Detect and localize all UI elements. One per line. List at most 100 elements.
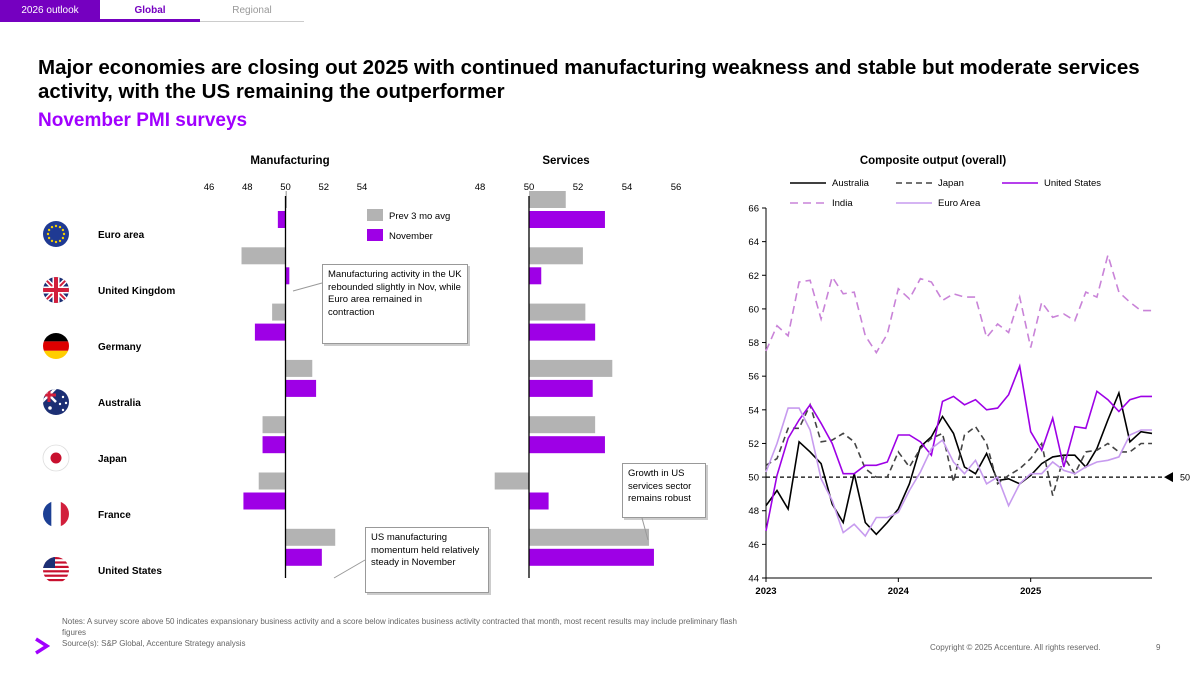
- manufacturing-bar-prev: [262, 416, 286, 434]
- notes-text: Notes: A survey score above 50 indicates…: [62, 617, 737, 637]
- y-tick-label: 52: [748, 439, 759, 450]
- manufacturing-tick-label: 50: [280, 182, 291, 193]
- manufacturing-tick-label: 48: [242, 182, 253, 193]
- legend-prev-swatch: [367, 209, 383, 221]
- manufacturing-bar-prev: [272, 303, 286, 321]
- legend-label: Australia: [832, 178, 870, 189]
- y-tick-label: 54: [748, 405, 759, 416]
- services-bar-november: [529, 492, 549, 510]
- country-label: Euro area: [98, 230, 145, 241]
- services-tick-label: 50: [524, 182, 535, 193]
- legend-label: Japan: [938, 178, 964, 189]
- legend-label: India: [832, 198, 853, 209]
- accenture-logo-icon: [35, 637, 50, 655]
- page-subtitle: November PMI surveys: [38, 110, 248, 131]
- services-bar-november: [529, 379, 593, 397]
- manufacturing-bar-november: [285, 267, 290, 285]
- services-tick-label: 52: [573, 182, 584, 193]
- legend-november-swatch: [367, 229, 383, 241]
- services-tick-label: 56: [671, 182, 682, 193]
- manufacturing-bar-prev: [285, 528, 336, 546]
- bar-charts: Manufacturing 46 48 50 52 54 Services 48 50 52 54 5…: [204, 155, 682, 578]
- services-bar-prev: [529, 416, 596, 434]
- footer-notes: Notes: A survey score above 50 indicates…: [62, 616, 752, 649]
- uk-flag-icon: [43, 277, 69, 303]
- services-bar-prev: [529, 528, 650, 546]
- tab-global[interactable]: Global: [100, 0, 200, 22]
- services-bar-prev: [529, 191, 566, 208]
- y-tick-label: 58: [748, 338, 759, 349]
- legend-label: Euro Area: [938, 198, 981, 209]
- manufacturing-tick-label: 46: [204, 182, 215, 193]
- services-tick-label: 54: [622, 182, 633, 193]
- services-title: Services: [542, 155, 589, 167]
- manufacturing-bar-november: [243, 492, 286, 510]
- manufacturing-tick-label: 54: [357, 182, 368, 193]
- japan-flag-icon: [42, 444, 70, 472]
- services-bar-november: [529, 548, 654, 566]
- manufacturing-bar-november: [285, 379, 317, 397]
- y-tick-label: 56: [748, 372, 759, 383]
- y-tick-label: 66: [748, 204, 759, 215]
- series-line-united-states: [765, 363, 1152, 532]
- y-tick-label: 60: [748, 304, 759, 315]
- manufacturing-bar-prev: [285, 191, 287, 208]
- country-label: United States: [98, 566, 162, 577]
- services-bar-november: [529, 436, 605, 454]
- manufacturing-bar-prev: [285, 359, 313, 377]
- manufacturing-bar-prev: [258, 472, 286, 490]
- services-bar-prev: [494, 472, 529, 490]
- y-tick-label: 50: [748, 473, 759, 484]
- services-bar-prev: [529, 247, 583, 265]
- services-tick-label: 48: [475, 182, 486, 193]
- country-label: United Kingdom: [98, 286, 175, 297]
- y-tick-label: 48: [748, 506, 759, 517]
- services-bar-prev: [529, 359, 613, 377]
- tab-regional[interactable]: Regional: [200, 0, 304, 22]
- services-bar-november: [529, 267, 542, 285]
- reference-label: 50: [1180, 473, 1190, 483]
- manufacturing-title: Manufacturing: [250, 155, 329, 167]
- composite-line-chart: Composite output (overall) 44 46 48 50 52 54 56…: [748, 155, 1190, 597]
- y-tick-label: 44: [748, 574, 759, 585]
- series-line-india: [765, 252, 1152, 355]
- composite-title: Composite output (overall): [860, 155, 1006, 167]
- france-flag-icon: [43, 501, 69, 527]
- y-tick-label: 62: [748, 271, 759, 282]
- germany-flag-icon: [43, 333, 69, 359]
- australia-flag-icon: [43, 389, 69, 415]
- callout-us-manufacturing: US manufacturing momentum held relativel…: [365, 527, 489, 593]
- country-label: Japan: [98, 454, 127, 465]
- tab-2026-outlook[interactable]: 2026 outlook: [0, 0, 100, 22]
- services-bar-november: [529, 323, 596, 341]
- country-flags: [42, 221, 70, 583]
- legend-prev-label: Prev 3 mo avg: [389, 211, 450, 222]
- legend-november-label: November: [389, 231, 433, 242]
- x-tick-label: 2023: [755, 586, 776, 597]
- copyright: Copyright © 2025 Accenture. All rights r…: [930, 643, 1101, 652]
- top-nav: 2026 outlook Global Regional: [0, 0, 1200, 22]
- services-bar-november: [529, 211, 605, 228]
- legend-label: United States: [1044, 178, 1101, 189]
- services-bar-prev: [529, 303, 586, 321]
- manufacturing-bar-november: [277, 211, 286, 228]
- country-label: Australia: [98, 398, 141, 409]
- manufacturing-tick-label: 52: [318, 182, 329, 193]
- series-line-euro-area: [765, 407, 1152, 538]
- reference-marker-icon: [1164, 472, 1173, 483]
- manufacturing-bar-november: [262, 436, 286, 454]
- country-labels: Euro area United Kingdom Germany Australia J…: [98, 230, 175, 577]
- eu-flag-icon: [43, 221, 69, 247]
- us-flag-icon: [43, 557, 69, 583]
- manufacturing-bar-november: [254, 323, 286, 341]
- callout-uk: Manufacturing activity in the UK rebound…: [322, 264, 468, 344]
- page-number: 9: [1156, 643, 1161, 652]
- manufacturing-bar-prev: [241, 247, 286, 265]
- country-label: Germany: [98, 342, 142, 353]
- x-tick-label: 2024: [888, 586, 910, 597]
- x-tick-label: 2025: [1020, 586, 1042, 597]
- y-tick-label: 64: [748, 237, 759, 248]
- callout-us-services: Growth in US services sector remains rob…: [622, 463, 706, 518]
- source-text: Source(s): S&P Global, Accenture Strateg…: [62, 639, 246, 648]
- manufacturing-bar-november: [285, 548, 322, 566]
